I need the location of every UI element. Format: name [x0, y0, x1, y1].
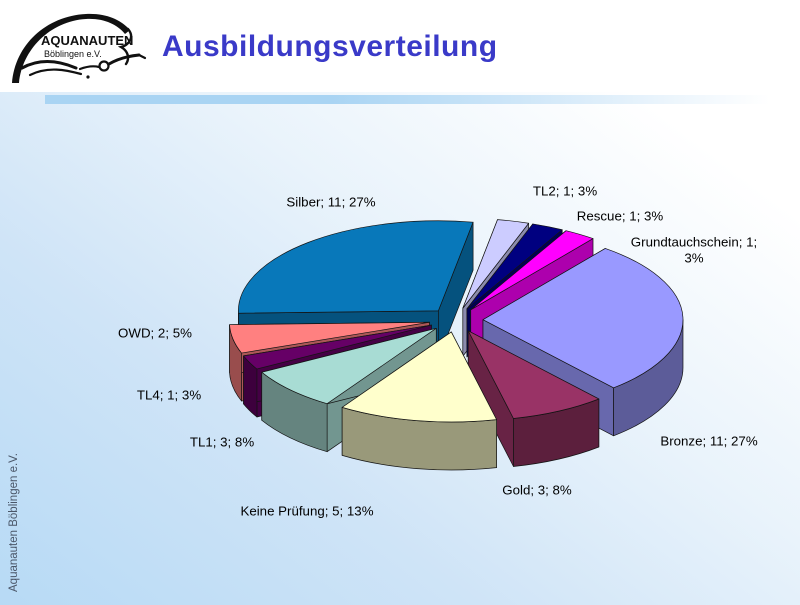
pie-slice-tl4	[243, 324, 432, 370]
pie-label-rescue: Rescue; 1; 3%	[577, 209, 664, 224]
pie-slice-bronze	[482, 248, 684, 389]
pie-label-tl4: TL4; 1; 3%	[137, 388, 201, 403]
pie-label-owd: OWD; 2; 5%	[118, 326, 192, 341]
pie-slice-grundtauchschein	[470, 230, 594, 311]
vertical-sidebar-text: Aquanauten Böblingen e.V.	[8, 453, 20, 592]
pie-slice-rescue	[466, 223, 563, 310]
logo-text-line2: Böblingen e.V.	[44, 49, 102, 59]
pie-slice-keine-pr-fung	[341, 331, 497, 423]
pie-label-tl2: TL2; 1; 3%	[533, 184, 597, 199]
pie-slice-owd	[229, 321, 430, 354]
pie-label-tl1: TL1; 3; 8%	[190, 435, 254, 450]
page-title: Ausbildungsverteilung	[162, 30, 498, 63]
pie-label-gold: Gold; 3; 8%	[502, 483, 572, 498]
pie-label-bronze: Bronze; 11; 27%	[660, 434, 758, 449]
logo-arc-shape	[12, 13, 130, 84]
club-logo: AQUANAUTEN Böblingen e.V.	[12, 13, 147, 84]
pie-slice-tl1	[261, 327, 437, 405]
logo-wave-icon	[117, 27, 133, 66]
pie-label-silber: Silber; 11; 27%	[286, 195, 375, 210]
pie-slice-gold	[467, 330, 600, 419]
title-underline-bar	[45, 95, 800, 104]
pie-label-grundtauchschein: Grundtauchschein; 1; 3%	[631, 235, 757, 266]
pie-slice-silber	[238, 220, 474, 314]
logo-text-line1: AQUANAUTEN	[41, 33, 133, 48]
pie-label-keine-pr-fung: Keine Prüfung; 5; 13%	[240, 504, 373, 519]
pie-slice-tl2	[462, 219, 530, 309]
slide-header: AQUANAUTEN Böblingen e.V. Ausbildungsver…	[0, 0, 800, 92]
swimmer-icon	[20, 53, 147, 79]
